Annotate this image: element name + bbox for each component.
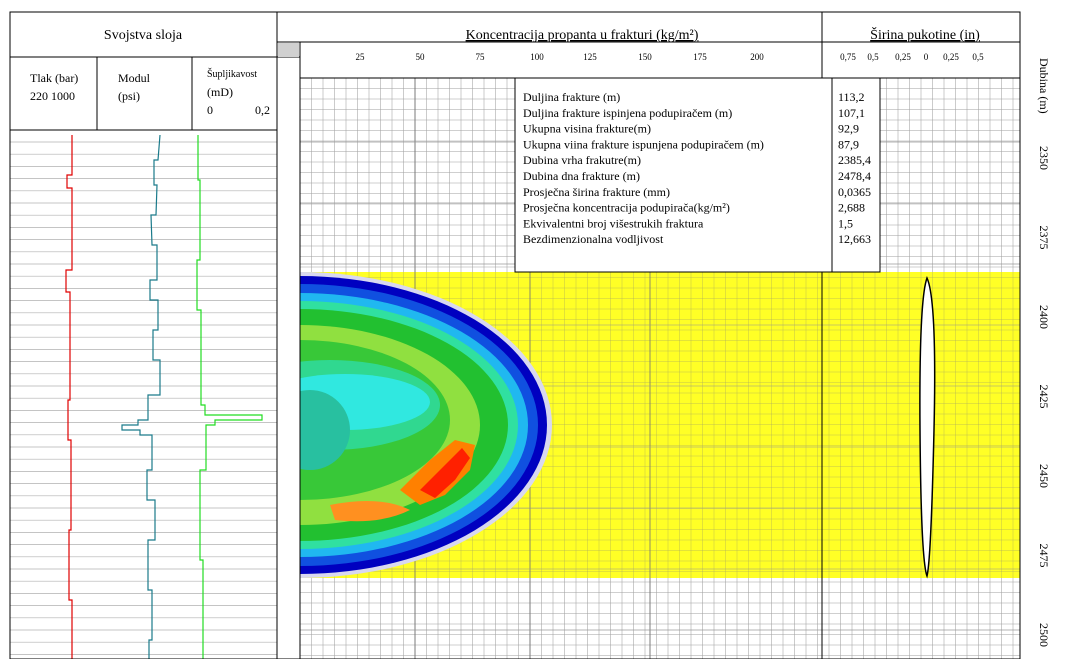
x-tick-label: 150 xyxy=(638,52,652,62)
x-tick-label: 75 xyxy=(476,52,486,62)
porosity-log xyxy=(196,135,263,659)
x-tick-label: 0,5 xyxy=(867,52,879,62)
pressure-log xyxy=(65,135,73,659)
x-tick-label: 175 xyxy=(693,52,707,62)
x-tick-label: 50 xyxy=(416,52,426,62)
summary-value: 107,1 xyxy=(838,106,865,120)
summary-label: Bezdimenzionalna vodljivost xyxy=(523,232,664,246)
summary-value: 0,0365 xyxy=(838,185,871,199)
depth-tick-label: 2475 xyxy=(1037,544,1051,568)
spacer xyxy=(278,43,299,57)
concentration-contour xyxy=(300,272,552,578)
column-label: Tlak (bar) xyxy=(30,71,78,85)
summary-rows: Duljina frakture (m) 113,2 Duljina fraktur… xyxy=(523,90,871,246)
summary-label: Prosječna širina frakture (mm) xyxy=(523,185,670,199)
summary-label: Ukupna visina frakture(m) xyxy=(523,122,651,136)
depth-tick-label: 2425 xyxy=(1037,385,1051,409)
x-tick-label: 100 xyxy=(530,52,544,62)
summary-value: 2,688 xyxy=(838,201,865,215)
summary-value: 87,9 xyxy=(838,137,859,151)
summary-value: 12,663 xyxy=(838,232,871,246)
column-scale-min: 0 xyxy=(207,103,213,117)
column-unit: (mD) xyxy=(207,85,233,99)
column-label: Modul xyxy=(118,71,151,85)
depth-tick-label: 2450 xyxy=(1037,464,1051,488)
left-title: Svojstva sloja xyxy=(104,28,183,43)
x-tick-label: 200 xyxy=(750,52,764,62)
x-tick-label: 0,75 xyxy=(840,52,856,62)
summary-label: Duljina frakture ispinjena podupiračem (… xyxy=(523,106,732,120)
x-tick-label: 0,5 xyxy=(972,52,984,62)
depth-title: Dubina (m) xyxy=(1037,58,1051,114)
modulus-log xyxy=(121,134,161,659)
depth-tick-label: 2400 xyxy=(1037,305,1051,329)
width-title: Širina pukotine (in) xyxy=(870,26,980,43)
summary-value: 2478,4 xyxy=(838,169,871,183)
summary-label: Duljina frakture (m) xyxy=(523,90,620,104)
summary-box xyxy=(514,77,881,273)
column-scale: 220 1000 xyxy=(30,89,75,103)
x-tick-label: 25 xyxy=(356,52,366,62)
column-scale-max: 0,2 xyxy=(255,103,270,117)
summary-value: 92,9 xyxy=(838,122,859,136)
depth-tick-label: 2500 xyxy=(1037,623,1051,647)
summary-value: 113,2 xyxy=(838,90,865,104)
depth-tick-label: 2350 xyxy=(1037,146,1051,170)
concentration-title: Koncentracija propanta u frakturi (kg/m²… xyxy=(466,28,699,43)
x-tick-label: 0,25 xyxy=(943,52,959,62)
summary-label: Ekvivalentni broj višestrukih fraktura xyxy=(523,216,704,230)
column-unit: (psi) xyxy=(118,89,140,103)
x-tick-label: 125 xyxy=(583,52,597,62)
summary-value: 2385,4 xyxy=(838,153,871,167)
summary-label: Dubina vrha frakutre(m) xyxy=(523,153,641,167)
summary-label: Prosječna koncentracija podupirača(kg/m²… xyxy=(523,201,730,215)
x-tick-label: 0 xyxy=(924,52,929,62)
column-label: Šupljikavost xyxy=(207,68,257,80)
summary-label: Dubina dna frakture (m) xyxy=(523,169,640,183)
fracture-width-profile xyxy=(919,276,936,579)
ticks: 25 50 75 100 125 150 175 200 0,75 0,5 0,25 0 0,25 0,5… xyxy=(356,52,1052,647)
summary-label: Ukupna viina frakture ispunjena podupira… xyxy=(523,137,764,151)
x-tick-label: 0,25 xyxy=(895,52,911,62)
summary-value: 1,5 xyxy=(838,216,853,230)
depth-tick-label: 2375 xyxy=(1037,226,1051,250)
